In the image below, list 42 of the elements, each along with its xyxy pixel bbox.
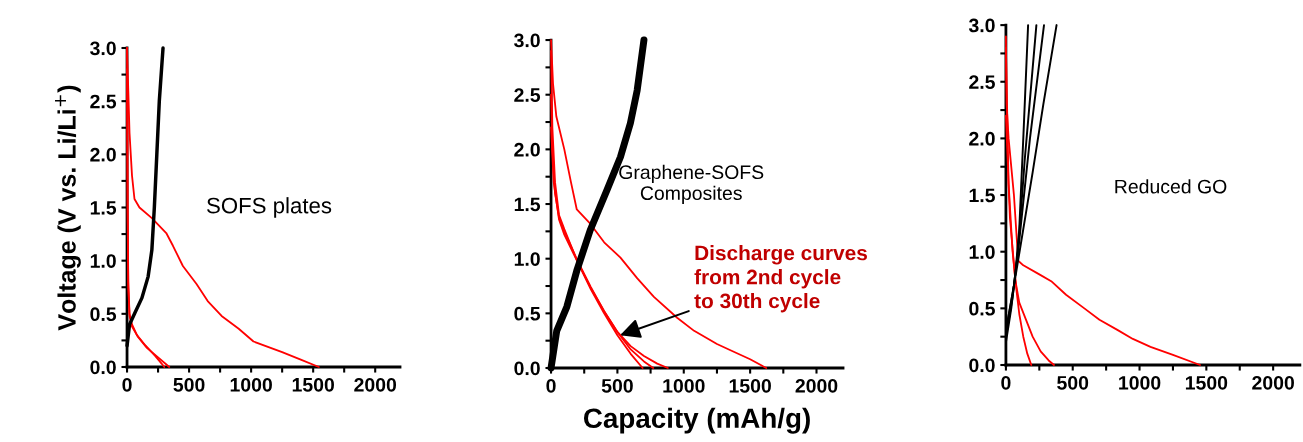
y-tick-label: 0.5 (969, 301, 995, 316)
y-tick-label: 1.5 (514, 197, 541, 212)
y-tick-label: 1.5 (969, 188, 995, 203)
x-axis-title: Capacity (mAh/g) (583, 407, 810, 434)
x-tick-label: 0 (1001, 375, 1011, 390)
y-tick-label: 2.0 (90, 147, 116, 162)
y-tick-label: 2.0 (969, 131, 995, 146)
y-axis-title: Voltage (V vs. Li/Li$^{+}$) (55, 85, 81, 331)
y-tick-label: 2.5 (90, 94, 117, 109)
annotation: Reduced GO (1115, 179, 1227, 194)
y-tick-label: 3.0 (514, 33, 540, 48)
x-tick-label: 2000 (1252, 375, 1294, 390)
y-tick-label: 0.0 (969, 358, 995, 373)
x-tick-label: 0 (546, 378, 556, 393)
y-tick-label: 2.5 (969, 75, 995, 89)
y-tick-label: 3.0 (968, 18, 995, 33)
y-tick-label: 1.0 (90, 254, 116, 268)
y-tick-label: 0.5 (90, 307, 117, 322)
y-tick-label: 1.0 (969, 245, 995, 259)
x-tick-label: 1500 (292, 377, 334, 392)
y-tick-label: 2.0 (514, 142, 540, 157)
x-tick-label: 1500 (729, 378, 771, 393)
y-tick-label: 0.5 (514, 306, 541, 321)
annotation: Discharge curves from 2nd cycle to 30th cycle (694, 245, 867, 313)
y-tick-label: 0.0 (514, 361, 540, 376)
x-tick-label: 2000 (795, 378, 838, 393)
y-tick-label: 3.0 (90, 41, 116, 56)
x-tick-label: 500 (601, 378, 633, 393)
y-tick-label: 1.0 (514, 252, 540, 266)
y-tick-label: 2.5 (514, 88, 541, 102)
x-tick-label: 1000 (230, 377, 272, 392)
x-tick-label: 0 (122, 377, 132, 392)
x-tick-label: 500 (1057, 375, 1089, 390)
x-tick-label: 1000 (1119, 375, 1161, 390)
x-tick-label: 1000 (663, 378, 705, 393)
y-tick-label: 0.0 (90, 360, 116, 375)
x-tick-label: 1500 (1185, 375, 1228, 390)
y-tick-label: 1.5 (90, 201, 117, 215)
x-tick-label: 500 (173, 377, 205, 392)
annotation: Graphene-SOFS Composites (619, 164, 764, 204)
annotation: SOFS plates (207, 197, 332, 218)
x-tick-label: 2000 (354, 377, 397, 392)
